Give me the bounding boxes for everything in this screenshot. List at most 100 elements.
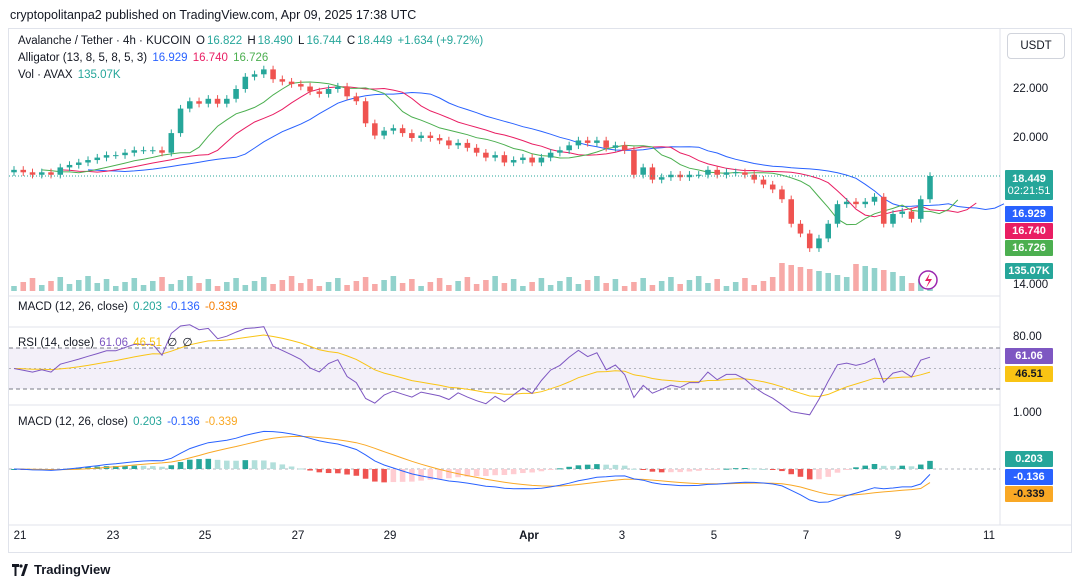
candle-body (816, 238, 822, 249)
volume-bar (594, 276, 600, 291)
volume-bar (214, 286, 221, 291)
candle-body (390, 128, 397, 131)
candle-body (890, 213, 896, 224)
volume-bar (187, 276, 193, 291)
candle-body (131, 150, 138, 153)
brand[interactable]: TradingView (12, 562, 110, 577)
macd-histogram-bar (695, 469, 702, 471)
volume-tag: 135.07K (1005, 263, 1053, 279)
rsi-ma-value: 46.51 (133, 337, 163, 349)
high-value: 18.490 (257, 35, 293, 47)
volume-bar (122, 282, 128, 291)
candle-body (603, 140, 609, 148)
macd-collapsed-signal: -0.136 (167, 301, 200, 313)
candle-body (714, 169, 720, 175)
volume-bar (510, 279, 517, 291)
price-tick-20: 20.000 (1013, 132, 1049, 144)
rsi-extra-1: ∅ (167, 337, 178, 349)
alligator-jaw-line (87, 91, 1005, 211)
volume-bar (436, 278, 443, 291)
candle-body (270, 69, 276, 80)
volume-bar (57, 277, 64, 291)
close-price-tag-value: 18.449 (1012, 173, 1046, 185)
volume-bar (288, 276, 295, 291)
candle-body (140, 150, 147, 152)
volume-bar (196, 283, 202, 291)
volume-bar (547, 285, 554, 291)
volume-legend[interactable]: Vol · AVAX 135.07K (18, 69, 123, 81)
close-price-tag: 18.449 02:21:51 (1005, 170, 1053, 200)
volume-bar (806, 269, 813, 291)
macd-collapsed-label: MACD (12, 26, close) (18, 301, 128, 313)
macd-histogram-bar (927, 460, 933, 469)
macd-histogram-bar (362, 469, 369, 479)
candle-body (742, 172, 748, 175)
macd-histogram-bar (538, 469, 545, 472)
alligator-lips-line (41, 81, 959, 226)
currency-button[interactable]: USDT (1007, 33, 1065, 59)
rsi-legend[interactable]: RSI (14, close) 61.06 46.51 ∅ ∅ (18, 335, 195, 349)
alligator-label: Alligator (13, 8, 5, 8, 5, 3) (18, 52, 148, 64)
candle-body (594, 140, 600, 143)
macd-hist-value: 0.203 (133, 416, 162, 428)
candle-body (187, 101, 193, 109)
macd-histogram-bar (159, 466, 165, 469)
candle-body (649, 167, 656, 180)
volume-bar (529, 282, 535, 291)
candle-body (325, 89, 332, 94)
macd-histogram-bar (640, 469, 646, 470)
alligator-teeth-value: 16.740 (192, 52, 228, 64)
macd-histogram-bar (658, 469, 665, 473)
volume-bar (760, 281, 767, 291)
macd-collapsed-legend[interactable]: MACD (12, 26, close) 0.203 -0.136 -0.339 (18, 301, 240, 313)
open-label: O (196, 35, 205, 47)
low-label: L (298, 35, 305, 47)
macd-histogram-bar (797, 469, 804, 477)
candle-body (899, 211, 906, 214)
volume-bar (399, 283, 406, 291)
volume-bar (695, 276, 702, 291)
candle-body (66, 164, 73, 168)
candle-body (159, 150, 165, 153)
candle-body (362, 101, 369, 124)
flash-bolt-icon (925, 273, 932, 288)
volume-bar (658, 281, 665, 291)
candle-body (927, 175, 933, 200)
teeth-tag: 16.740 (1005, 223, 1053, 239)
volume-bar (261, 277, 267, 291)
alligator-teeth-line (60, 86, 977, 218)
macd-hist-tag: 0.203 (1005, 451, 1053, 467)
candle-body (344, 86, 350, 97)
macd-histogram-bar (446, 469, 452, 479)
symbol-legend[interactable]: Avalanche / Tether · 4h · KUCOIN O 16.822… (18, 35, 485, 47)
candle-body (668, 174, 674, 178)
candle-body (473, 147, 480, 153)
macd-histogram-bar (686, 469, 693, 472)
macd-histogram-bar (418, 469, 424, 481)
symbol-name: Avalanche / Tether · 4h · KUCOIN (18, 35, 191, 47)
candle-body (723, 172, 730, 175)
candle-body (547, 152, 554, 158)
candle-body (353, 96, 360, 102)
volume-bar (853, 264, 859, 291)
macd-histogram-bar (603, 464, 609, 469)
macd-histogram-bar (455, 469, 461, 478)
volume-bar (159, 277, 165, 291)
volume-bar (871, 268, 878, 291)
volume-label: Vol · AVAX (18, 69, 73, 81)
volume-bar (307, 279, 313, 291)
macd-histogram-bar (862, 465, 869, 469)
macd-legend[interactable]: MACD (12, 26, close) 0.203 -0.136 -0.339 (18, 416, 240, 428)
candle-body (640, 167, 646, 175)
candle-body (242, 76, 249, 89)
candle-body (917, 199, 924, 219)
alligator-legend[interactable]: Alligator (13, 8, 5, 8, 5, 3) 16.929 16.… (18, 52, 270, 64)
macd-histogram-bar (677, 469, 683, 473)
candle-body (381, 130, 387, 136)
volume-bar (677, 284, 683, 291)
macd-histogram-bar (575, 465, 582, 469)
macd-collapsed-hist: -0.339 (204, 301, 238, 313)
rsi-line (13, 324, 931, 416)
macd-histogram-bar (631, 468, 637, 470)
